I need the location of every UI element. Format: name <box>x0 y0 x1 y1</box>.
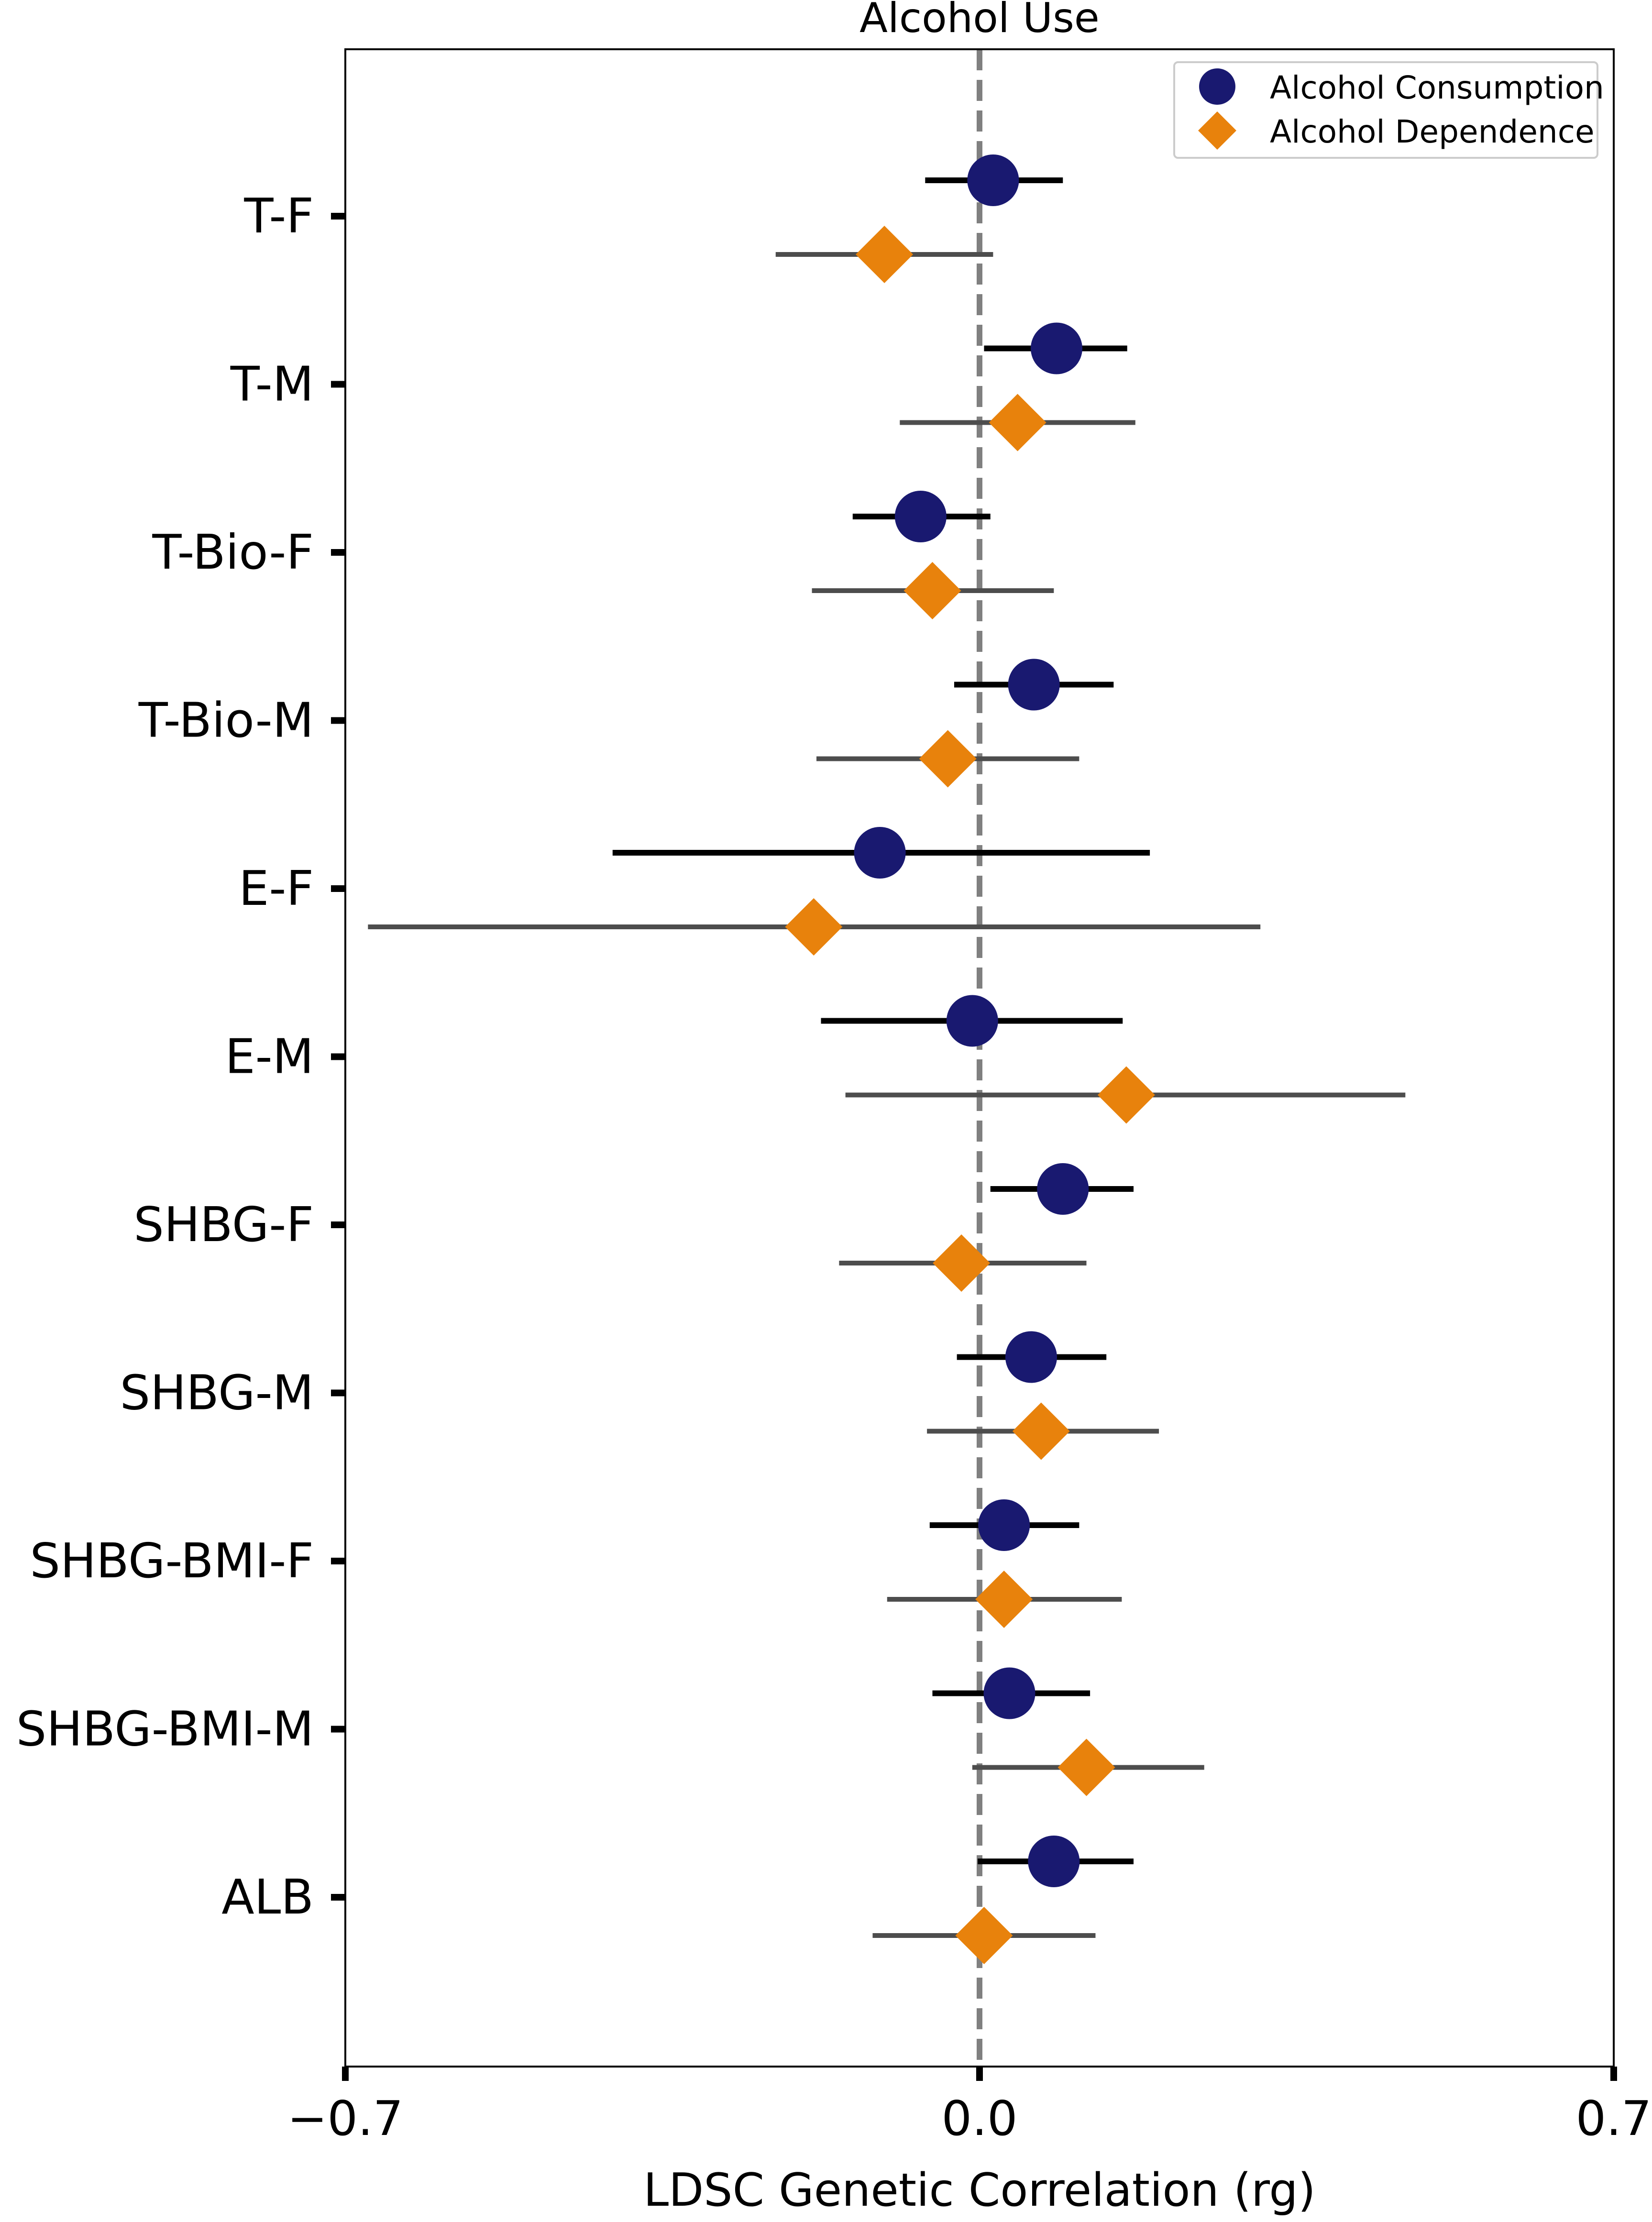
consumption-point <box>983 1667 1035 1719</box>
consumption-point <box>946 995 998 1047</box>
consumption-point <box>894 491 947 542</box>
y-tick-label: SHBG-F <box>133 1197 314 1253</box>
dependence-point <box>856 226 914 283</box>
consumption-point <box>1028 1836 1080 1887</box>
dependence-point <box>919 730 977 788</box>
y-tick-label: SHBG-M <box>120 1365 314 1421</box>
y-tick-label: E-M <box>225 1029 314 1085</box>
y-tick-label: SHBG-BMI-M <box>16 1701 314 1757</box>
chart-title: Alcohol Use <box>859 0 1100 42</box>
consumption-point <box>1005 1331 1057 1383</box>
consumption-point <box>1037 1163 1089 1215</box>
legend-label-consumption: Alcohol Consumption <box>1270 69 1604 106</box>
y-tick-label: T-F <box>243 188 314 244</box>
y-tick-label: T-Bio-M <box>138 693 314 748</box>
dependence-point <box>785 898 843 956</box>
x-tick-label: 0.7 <box>1575 2090 1652 2146</box>
legend-box <box>1173 61 1598 159</box>
dependence-point <box>1097 1066 1155 1124</box>
dependence-point <box>975 1571 1033 1628</box>
legend-circle-icon <box>1199 68 1235 105</box>
x-tick-label: −0.7 <box>287 2090 404 2146</box>
dependence-point <box>1012 1402 1070 1460</box>
dependence-point <box>955 1907 1013 1964</box>
consumption-point <box>978 1499 1030 1551</box>
x-tick-label: 0.0 <box>941 2090 1017 2146</box>
y-tick-label: ALB <box>221 1869 314 1925</box>
legend-label-dependence: Alcohol Dependence <box>1270 113 1595 150</box>
consumption-point <box>854 827 906 879</box>
dependence-point <box>989 394 1046 451</box>
y-tick-label: T-M <box>230 356 314 412</box>
legend-diamond-icon <box>1198 111 1236 150</box>
y-tick-label: T-Bio-F <box>152 524 314 580</box>
x-axis-label: LDSC Genetic Correlation (rg) <box>643 2164 1316 2217</box>
dependence-point <box>903 562 961 619</box>
consumption-point <box>1031 322 1083 374</box>
consumption-point <box>967 154 1019 206</box>
y-tick-label: SHBG-BMI-F <box>30 1533 314 1589</box>
y-tick-label: E-F <box>239 860 314 916</box>
dependence-point <box>1057 1738 1115 1796</box>
legend: Alcohol Consumption Alcohol Dependence <box>1173 61 1604 159</box>
consumption-point <box>1008 659 1060 711</box>
dependence-point <box>933 1234 991 1292</box>
